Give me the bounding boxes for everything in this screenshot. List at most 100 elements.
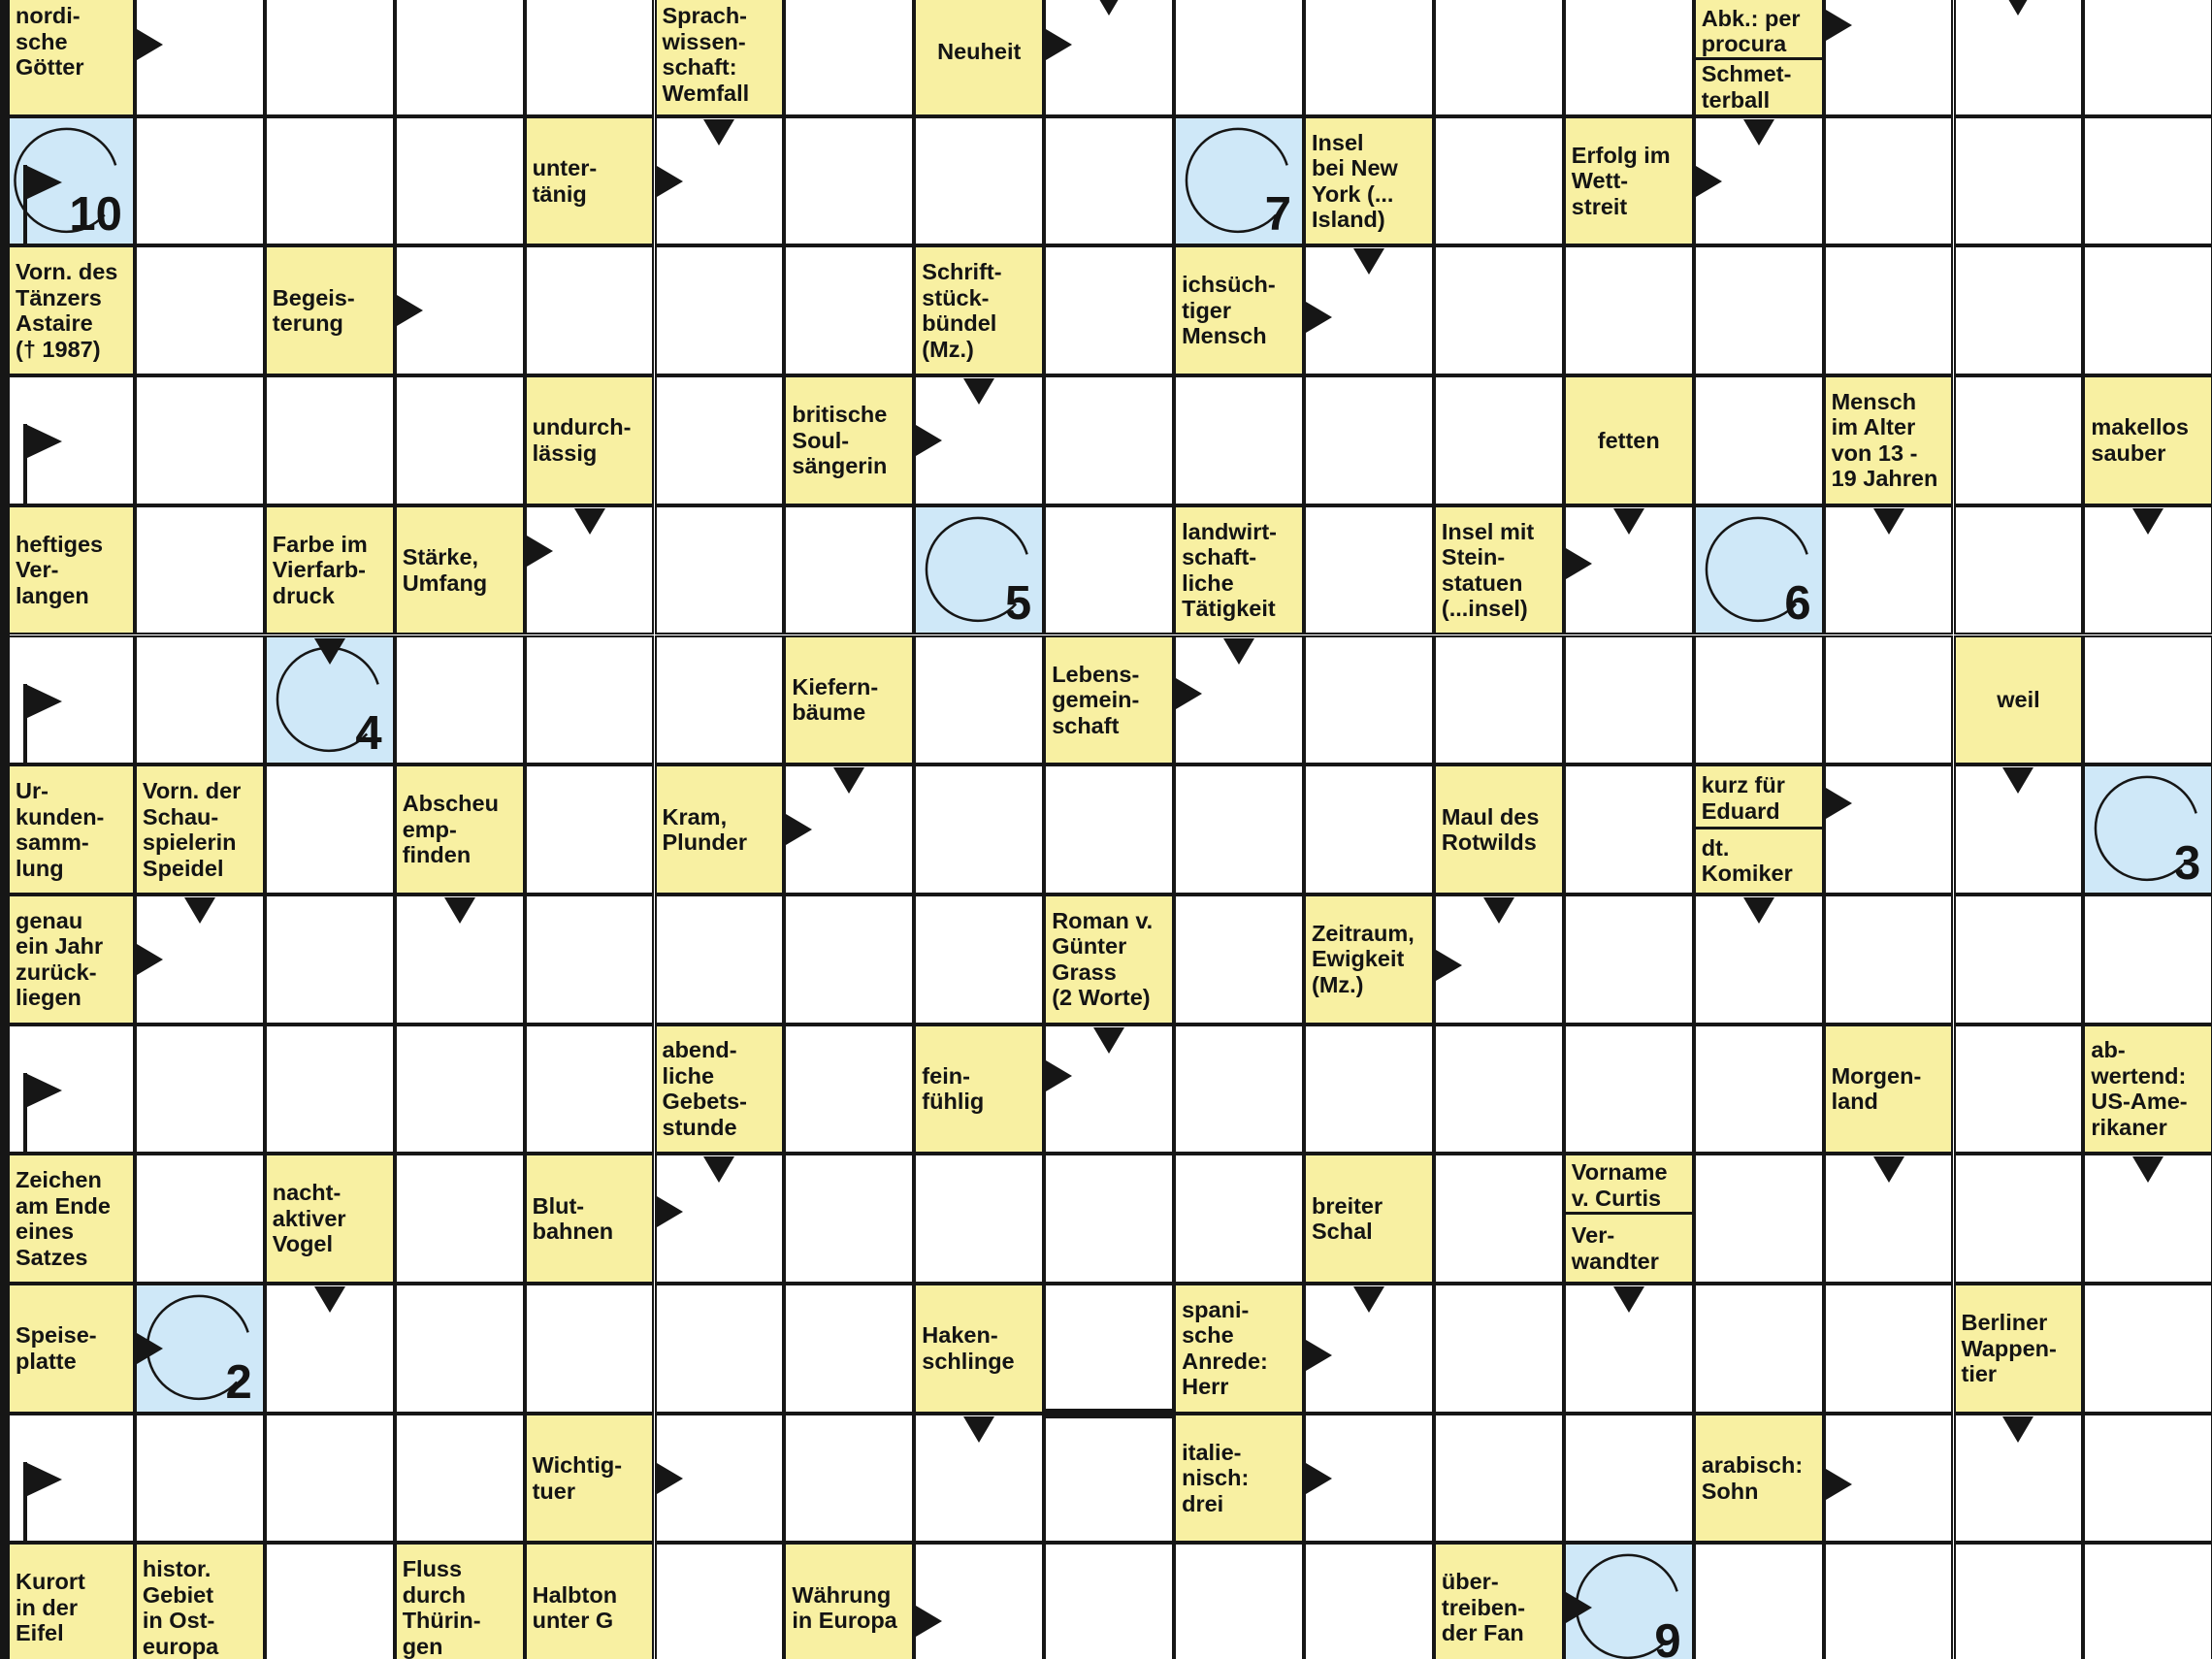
answer-cell-c15-r4[interactable] [1953, 504, 2084, 635]
answer-cell-c6-r2[interactable] [784, 245, 915, 376]
answer-cell-c6-r4[interactable] [784, 504, 915, 635]
answer-cell-c2-r11[interactable] [264, 1413, 395, 1544]
answer-cell-c11-r0[interactable] [1433, 0, 1564, 116]
answer-cell-c3-r11[interactable] [394, 1413, 525, 1544]
answer-cell-c13-r10[interactable] [1693, 1284, 1824, 1414]
answer-cell-c16-r5[interactable] [2083, 634, 2212, 765]
answer-cell-c8-r6[interactable] [1044, 764, 1175, 895]
solution-cell-7[interactable]: 7 [1174, 115, 1304, 246]
answer-cell-c6-r11[interactable] [784, 1413, 915, 1544]
answer-cell-c7-r12[interactable] [914, 1543, 1045, 1659]
answer-cell-c14-r2[interactable] [1823, 245, 1954, 376]
answer-cell-c9-r9[interactable] [1174, 1154, 1304, 1284]
answer-cell-c3-r5[interactable] [394, 634, 525, 765]
answer-cell-c15-r9[interactable] [1953, 1154, 2084, 1284]
answer-cell-c11-r8[interactable] [1433, 1024, 1564, 1155]
answer-cell-c4-r10[interactable] [524, 1284, 655, 1414]
answer-cell-c14-r7[interactable] [1823, 894, 1954, 1025]
answer-cell-c16-r10[interactable] [2083, 1284, 2212, 1414]
answer-cell-c3-r1[interactable] [394, 115, 525, 246]
answer-cell-c1-r11[interactable] [134, 1413, 265, 1544]
answer-cell-c11-r1[interactable] [1433, 115, 1564, 246]
answer-cell-c0-r8[interactable] [0, 1024, 135, 1155]
answer-cell-c6-r8[interactable] [784, 1024, 915, 1155]
answer-cell-c3-r0[interactable] [394, 0, 525, 116]
answer-cell-c8-r10[interactable] [1044, 1284, 1175, 1414]
answer-cell-c10-r12[interactable] [1304, 1543, 1434, 1659]
answer-cell-c6-r9[interactable] [784, 1154, 915, 1284]
answer-cell-c15-r1[interactable] [1953, 115, 2084, 246]
answer-cell-c0-r11[interactable] [0, 1413, 135, 1544]
answer-cell-c1-r4[interactable] [134, 504, 265, 635]
answer-cell-c12-r2[interactable] [1563, 245, 1694, 376]
answer-cell-c0-r3[interactable] [0, 375, 135, 505]
answer-cell-c14-r0[interactable] [1823, 0, 1954, 116]
answer-cell-c11-r10[interactable] [1433, 1284, 1564, 1414]
answer-cell-c5-r3[interactable] [654, 375, 785, 505]
answer-cell-c15-r11[interactable] [1953, 1413, 2084, 1544]
answer-cell-c4-r0[interactable] [524, 0, 655, 116]
answer-cell-c12-r8[interactable] [1563, 1024, 1694, 1155]
answer-cell-c8-r1[interactable] [1044, 115, 1175, 246]
answer-cell-c11-r9[interactable] [1433, 1154, 1564, 1284]
answer-cell-c3-r10[interactable] [394, 1284, 525, 1414]
answer-cell-c9-r8[interactable] [1174, 1024, 1304, 1155]
answer-cell-c6-r1[interactable] [784, 115, 915, 246]
answer-cell-c11-r5[interactable] [1433, 634, 1564, 765]
answer-cell-c10-r6[interactable] [1304, 764, 1434, 895]
answer-cell-c10-r4[interactable] [1304, 504, 1434, 635]
answer-cell-c2-r0[interactable] [264, 0, 395, 116]
answer-cell-c4-r2[interactable] [524, 245, 655, 376]
answer-cell-c9-r6[interactable] [1174, 764, 1304, 895]
answer-cell-c9-r3[interactable] [1174, 375, 1304, 505]
answer-cell-c8-r2[interactable] [1044, 245, 1175, 376]
answer-cell-c1-r5[interactable] [134, 634, 265, 765]
answer-cell-c13-r5[interactable] [1693, 634, 1824, 765]
answer-cell-c8-r3[interactable] [1044, 375, 1175, 505]
answer-cell-c5-r10[interactable] [654, 1284, 785, 1414]
answer-cell-c5-r7[interactable] [654, 894, 785, 1025]
answer-cell-c14-r12[interactable] [1823, 1543, 1954, 1659]
answer-cell-c2-r7[interactable] [264, 894, 395, 1025]
answer-cell-c16-r0[interactable] [2083, 0, 2212, 116]
answer-cell-c14-r1[interactable] [1823, 115, 1954, 246]
answer-cell-c11-r2[interactable] [1433, 245, 1564, 376]
answer-cell-c15-r12[interactable] [1953, 1543, 2084, 1659]
answer-cell-c14-r5[interactable] [1823, 634, 1954, 765]
answer-cell-c16-r7[interactable] [2083, 894, 2212, 1025]
answer-cell-c5-r2[interactable] [654, 245, 785, 376]
answer-cell-c1-r2[interactable] [134, 245, 265, 376]
answer-cell-c2-r12[interactable] [264, 1543, 395, 1659]
answer-cell-c12-r0[interactable] [1563, 0, 1694, 116]
answer-cell-c3-r9[interactable] [394, 1154, 525, 1284]
answer-cell-c2-r8[interactable] [264, 1024, 395, 1155]
answer-cell-c6-r7[interactable] [784, 894, 915, 1025]
answer-cell-c12-r7[interactable] [1563, 894, 1694, 1025]
solution-cell-6[interactable]: 6 [1693, 504, 1824, 635]
answer-cell-c7-r9[interactable] [914, 1154, 1045, 1284]
answer-cell-c16-r11[interactable] [2083, 1413, 2212, 1544]
answer-cell-c13-r9[interactable] [1693, 1154, 1824, 1284]
solution-cell-10[interactable]: 10 [0, 115, 135, 246]
answer-cell-c15-r2[interactable] [1953, 245, 2084, 376]
answer-cell-c13-r12[interactable] [1693, 1543, 1824, 1659]
answer-cell-c9-r7[interactable] [1174, 894, 1304, 1025]
answer-cell-c4-r6[interactable] [524, 764, 655, 895]
answer-cell-c3-r8[interactable] [394, 1024, 525, 1155]
answer-cell-c7-r7[interactable] [914, 894, 1045, 1025]
answer-cell-c10-r0[interactable] [1304, 0, 1434, 116]
answer-cell-c2-r6[interactable] [264, 764, 395, 895]
answer-cell-c8-r4[interactable] [1044, 504, 1175, 635]
answer-cell-c15-r8[interactable] [1953, 1024, 2084, 1155]
answer-cell-c14-r6[interactable] [1823, 764, 1954, 895]
answer-cell-c8-r11[interactable] [1044, 1413, 1175, 1544]
answer-cell-c7-r5[interactable] [914, 634, 1045, 765]
answer-cell-c16-r2[interactable] [2083, 245, 2212, 376]
answer-cell-c11-r3[interactable] [1433, 375, 1564, 505]
answer-cell-c15-r3[interactable] [1953, 375, 2084, 505]
answer-cell-c3-r3[interactable] [394, 375, 525, 505]
answer-cell-c0-r5[interactable] [0, 634, 135, 765]
answer-cell-c2-r1[interactable] [264, 115, 395, 246]
answer-cell-c1-r3[interactable] [134, 375, 265, 505]
answer-cell-c13-r8[interactable] [1693, 1024, 1824, 1155]
